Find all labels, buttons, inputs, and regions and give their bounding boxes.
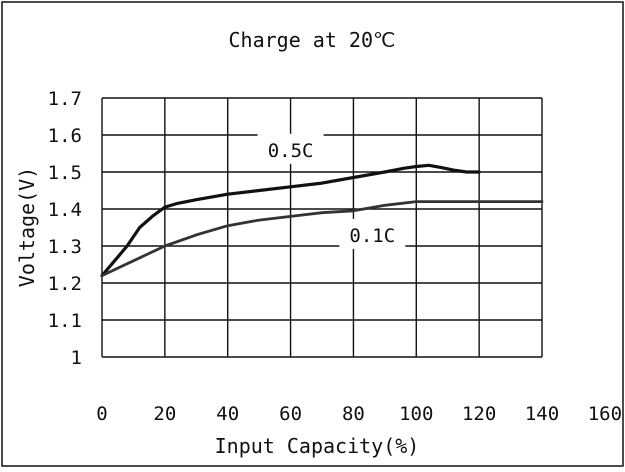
chart-title: Charge at 20℃ xyxy=(229,28,396,52)
x-tick-label: 140 xyxy=(525,403,559,425)
y-tick-label: 1.6 xyxy=(48,125,82,147)
y-tick-label: 1.4 xyxy=(48,199,82,221)
series-annotation: 0.5C xyxy=(268,140,314,162)
x-tick-label: 0 xyxy=(96,403,107,425)
series-layer xyxy=(100,163,544,278)
x-tick-label: 60 xyxy=(279,403,302,425)
x-tick-label: 100 xyxy=(399,403,433,425)
annotation-layer: 0.5C 0.1C xyxy=(257,133,406,249)
annotation-backdrop xyxy=(339,218,406,249)
tick-layer: 1 1.1 1.2 1.3 1.4 1.5 1.6 1.7 0 20 40 60 80 100 120 140… xyxy=(48,88,622,425)
y-tick-label: 1.7 xyxy=(48,88,82,110)
y-tick-label: 1.2 xyxy=(48,273,82,295)
x-tick-label: 120 xyxy=(462,403,496,425)
annotation-backdrop xyxy=(257,133,324,164)
y-tick-label: 1 xyxy=(71,347,82,369)
series-annotation: 0.1C xyxy=(349,225,395,247)
x-tick-label: 160 xyxy=(588,403,622,425)
y-tick-label: 1.5 xyxy=(48,162,82,184)
y-tick-label: 1.3 xyxy=(48,236,82,258)
x-axis-label: Input Capacity(%) xyxy=(215,434,420,458)
x-tick-label: 40 xyxy=(216,403,239,425)
series-line-0.1C xyxy=(100,200,544,278)
x-tick-label: 80 xyxy=(342,403,365,425)
x-tick-label: 20 xyxy=(153,403,176,425)
y-tick-label: 1.1 xyxy=(48,310,82,332)
series-line-0.5C xyxy=(100,163,481,278)
y-axis-label: Voltage(V) xyxy=(15,167,39,287)
